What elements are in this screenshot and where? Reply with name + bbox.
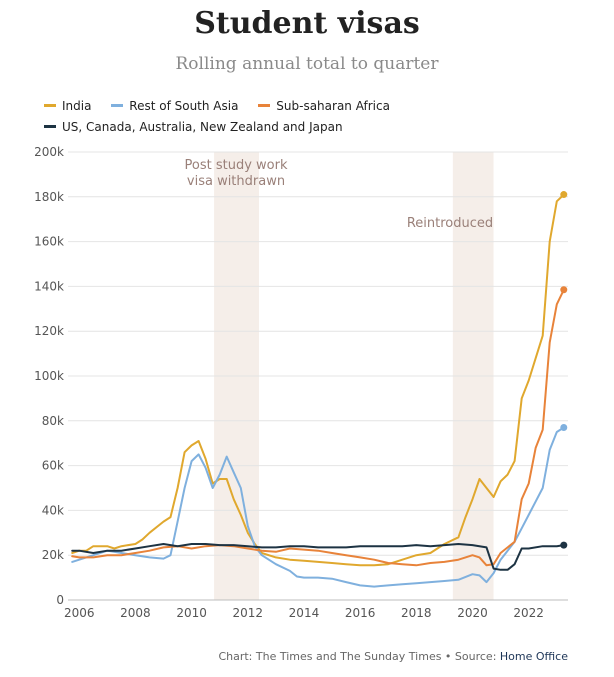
legend-swatch-india bbox=[44, 104, 56, 107]
y-tick-label: 0 bbox=[56, 593, 64, 607]
series-line-rest-of-south-asia bbox=[71, 426, 565, 588]
legend-swatch-sub-saharan-africa bbox=[258, 104, 271, 107]
y-tick-label: 80k bbox=[42, 414, 64, 428]
series-end-marker-sub-saharan-africa bbox=[560, 286, 568, 294]
series-end-marker-rest-of-south-asia bbox=[560, 424, 568, 432]
legend-label-rest-of-south-asia: Rest of South Asia bbox=[129, 99, 239, 113]
series-line-us-canada-australia-new-zealand-and-japan bbox=[71, 543, 565, 571]
annotation-label: Post study work bbox=[185, 158, 288, 173]
y-tick-label: 180k bbox=[34, 190, 64, 204]
x-tick-label: 2008 bbox=[120, 606, 151, 620]
annotation-label: Reintroduced bbox=[407, 216, 493, 231]
legend-item-sub-saharan-africa[interactable]: Sub-saharan Africa bbox=[258, 96, 390, 117]
y-tick-label: 100k bbox=[34, 369, 64, 383]
legend-item-india[interactable]: India bbox=[44, 96, 91, 117]
chart-title: Student visas bbox=[194, 6, 420, 41]
legend-swatch-rest-of-south-asia bbox=[111, 104, 124, 107]
legend-label-sub-saharan-africa: Sub-saharan Africa bbox=[276, 99, 390, 113]
source-link[interactable]: Home Office bbox=[499, 650, 568, 663]
y-tick-label: 120k bbox=[34, 324, 64, 338]
y-tick-label: 40k bbox=[42, 503, 64, 517]
legend-swatch-us-canada-australia-nz-japan bbox=[44, 125, 56, 128]
series-end-marker-us-canada-australia-new-zealand-and-japan bbox=[560, 541, 568, 549]
x-tick-label: 2012 bbox=[233, 606, 264, 620]
series-line-india bbox=[71, 193, 565, 567]
chart-subtitle: Rolling annual total to quarter bbox=[175, 54, 439, 74]
legend-item-rest-of-south-asia[interactable]: Rest of South Asia bbox=[111, 96, 238, 117]
series-end-marker-india bbox=[560, 191, 568, 199]
series-line-sub-saharan-africa bbox=[71, 288, 565, 567]
source-credit: Chart: The Times and The Sunday Times • … bbox=[218, 650, 568, 663]
y-tick-label: 140k bbox=[34, 279, 64, 293]
y-tick-label: 160k bbox=[34, 235, 64, 249]
legend-label-us-canada-australia-nz-japan: US, Canada, Australia, New Zealand and J… bbox=[62, 120, 343, 134]
x-tick-label: 2010 bbox=[176, 606, 207, 620]
annotation-label: visa withdrawn bbox=[187, 174, 285, 189]
x-tick-label: 2022 bbox=[513, 606, 544, 620]
legend-item-us-canada-australia-nz-japan[interactable]: US, Canada, Australia, New Zealand and J… bbox=[44, 117, 343, 138]
legend: India Rest of South Asia Sub-saharan Afr… bbox=[44, 96, 584, 138]
y-tick-label: 60k bbox=[42, 459, 64, 473]
y-tick-label: 200k bbox=[34, 145, 64, 159]
x-tick-label: 2006 bbox=[64, 606, 95, 620]
credit-text: Chart: The Times and The Sunday Times • … bbox=[218, 650, 500, 663]
x-tick-label: 2014 bbox=[289, 606, 320, 620]
x-tick-label: 2020 bbox=[457, 606, 488, 620]
x-tick-label: 2016 bbox=[345, 606, 376, 620]
x-tick-label: 2018 bbox=[401, 606, 432, 620]
y-tick-label: 20k bbox=[42, 548, 64, 562]
legend-label-india: India bbox=[62, 99, 92, 113]
